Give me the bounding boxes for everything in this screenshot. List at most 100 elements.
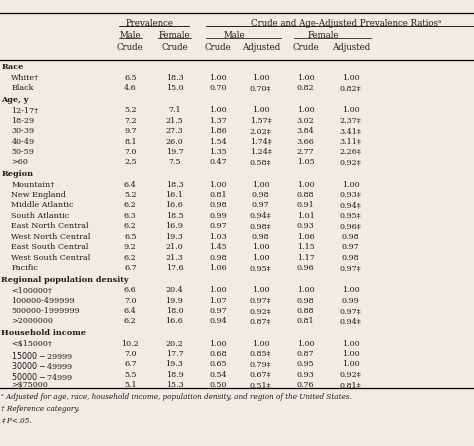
Text: 1.74‡: 1.74‡: [250, 137, 272, 145]
Text: 7.0: 7.0: [124, 297, 137, 305]
Text: Household income: Household income: [1, 329, 86, 337]
Text: 1.00: 1.00: [209, 339, 227, 347]
Text: 21.5: 21.5: [165, 117, 183, 125]
Text: 1.00: 1.00: [342, 74, 360, 82]
Text: 0.82: 0.82: [297, 84, 315, 92]
Text: 16.1: 16.1: [165, 191, 183, 199]
Text: 5.5: 5.5: [124, 371, 137, 379]
Text: 0.81: 0.81: [209, 191, 227, 199]
Text: 6.5: 6.5: [124, 233, 137, 241]
Text: 1.45: 1.45: [209, 243, 227, 251]
Text: Region: Region: [1, 170, 34, 178]
Text: $15000-$29999: $15000-$29999: [11, 350, 73, 361]
Text: 19.3: 19.3: [165, 360, 183, 368]
Text: 0.87: 0.87: [297, 350, 314, 358]
Text: 7.0: 7.0: [124, 350, 137, 358]
Text: 17.7: 17.7: [165, 350, 183, 358]
Text: ‡ P<.05.: ‡ P<.05.: [1, 417, 32, 425]
Text: 30-39: 30-39: [11, 127, 35, 135]
Text: 6.7: 6.7: [124, 360, 137, 368]
Text: Middle Atlantic: Middle Atlantic: [11, 202, 74, 210]
Text: Pacific: Pacific: [11, 264, 38, 272]
Text: 2.5: 2.5: [124, 158, 137, 166]
Text: 1.06: 1.06: [209, 264, 227, 272]
Text: 0.98: 0.98: [252, 233, 270, 241]
Text: 0.97‡: 0.97‡: [340, 264, 362, 272]
Text: 1.00: 1.00: [252, 286, 270, 294]
Text: 12-17†: 12-17†: [11, 106, 38, 114]
Text: Prevalence: Prevalence: [126, 19, 174, 28]
Text: 15.0: 15.0: [165, 84, 183, 92]
Text: 1.86: 1.86: [209, 127, 227, 135]
Text: 1.00: 1.00: [209, 181, 227, 189]
Text: New England: New England: [11, 191, 66, 199]
Text: † Reference category.: † Reference category.: [1, 405, 80, 413]
Text: 0.95‡: 0.95‡: [340, 212, 362, 220]
Text: 18-29: 18-29: [11, 117, 35, 125]
Text: 0.92‡: 0.92‡: [340, 371, 362, 379]
Text: 3.66: 3.66: [297, 137, 315, 145]
Text: 0.92‡: 0.92‡: [250, 307, 272, 315]
Text: 0.99: 0.99: [209, 212, 227, 220]
Text: 27.3: 27.3: [165, 127, 183, 135]
Text: >2000000: >2000000: [11, 318, 53, 326]
Text: Regional population density: Regional population density: [1, 276, 129, 284]
Text: 0.93: 0.93: [297, 371, 315, 379]
Text: 6.4: 6.4: [124, 307, 137, 315]
Text: 20.2: 20.2: [165, 339, 183, 347]
Text: 2.77: 2.77: [297, 148, 315, 156]
Text: 0.98: 0.98: [209, 202, 227, 210]
Text: Crude and Age-Adjusted Prevalence Ratiosᵃ: Crude and Age-Adjusted Prevalence Ratios…: [251, 19, 441, 28]
Text: 0.51‡: 0.51‡: [250, 381, 272, 389]
Text: 0.82‡: 0.82‡: [340, 84, 362, 92]
Text: 0.97: 0.97: [342, 243, 360, 251]
Text: 0.95: 0.95: [297, 360, 315, 368]
Text: 6.6: 6.6: [124, 286, 137, 294]
Text: 6.2: 6.2: [124, 202, 137, 210]
Text: 0.87‡: 0.87‡: [250, 318, 272, 326]
Text: 0.47: 0.47: [209, 158, 227, 166]
Text: 0.50: 0.50: [210, 381, 227, 389]
Text: 40-49: 40-49: [11, 137, 35, 145]
Text: 1.00: 1.00: [209, 286, 227, 294]
Text: 0.79‡: 0.79‡: [250, 360, 272, 368]
Text: Female: Female: [159, 31, 190, 40]
Text: 1.00: 1.00: [297, 181, 315, 189]
Text: 3.11‡: 3.11‡: [340, 137, 362, 145]
Text: >60: >60: [11, 158, 28, 166]
Text: West South Central: West South Central: [11, 254, 91, 262]
Text: Crude: Crude: [117, 43, 144, 52]
Text: 1.54: 1.54: [209, 137, 227, 145]
Text: 5.2: 5.2: [124, 106, 137, 114]
Text: 0.94‡: 0.94‡: [340, 202, 362, 210]
Text: 15.3: 15.3: [165, 381, 183, 389]
Text: 0.98: 0.98: [342, 254, 360, 262]
Text: 26.0: 26.0: [165, 137, 183, 145]
Text: $50000-$74999: $50000-$74999: [11, 371, 73, 382]
Text: 17.6: 17.6: [165, 264, 183, 272]
Text: Female: Female: [307, 31, 339, 40]
Text: 6.2: 6.2: [124, 254, 137, 262]
Text: $30000-$49999: $30000-$49999: [11, 360, 73, 372]
Text: 2.02‡: 2.02‡: [250, 127, 272, 135]
Text: South Atlantic: South Atlantic: [11, 212, 70, 220]
Text: >$75000: >$75000: [11, 381, 48, 389]
Text: 1.00: 1.00: [342, 360, 360, 368]
Text: 1.00: 1.00: [297, 106, 315, 114]
Text: 2.37‡: 2.37‡: [340, 117, 362, 125]
Text: 0.68: 0.68: [209, 350, 227, 358]
Text: 1.00: 1.00: [252, 339, 270, 347]
Text: 1.17: 1.17: [297, 254, 315, 262]
Text: White†: White†: [11, 74, 40, 82]
Text: Male: Male: [223, 31, 245, 40]
Text: West North Central: West North Central: [11, 233, 91, 241]
Text: 0.70: 0.70: [210, 84, 227, 92]
Text: 1.57‡: 1.57‡: [250, 117, 272, 125]
Text: 1.00: 1.00: [252, 74, 270, 82]
Text: 21.3: 21.3: [165, 254, 183, 262]
Text: 0.88: 0.88: [297, 191, 314, 199]
Text: 0.98: 0.98: [297, 297, 315, 305]
Text: 10.2: 10.2: [121, 339, 139, 347]
Text: 1.00: 1.00: [342, 181, 360, 189]
Text: Adjusted: Adjusted: [332, 43, 370, 52]
